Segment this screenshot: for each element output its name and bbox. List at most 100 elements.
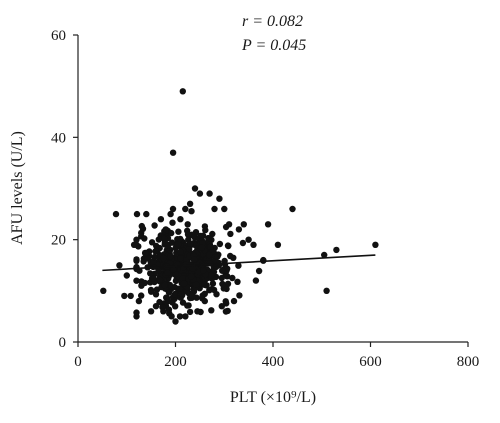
scatter-point [191, 185, 199, 192]
scatter-point [230, 254, 237, 261]
scatter-point [165, 297, 172, 305]
scatter-point [196, 190, 204, 197]
scatter-point [176, 285, 184, 292]
scatter-point [152, 248, 159, 255]
scatter-point [185, 245, 193, 253]
x-tick-label: 200 [164, 354, 187, 370]
scatter-point [133, 277, 140, 284]
data-points [100, 88, 379, 325]
x-tick-label: 800 [457, 354, 480, 370]
scatter-point [250, 241, 257, 248]
y-tick-label: 40 [51, 130, 66, 146]
scatter-point [170, 266, 177, 273]
scatter-point [150, 275, 157, 282]
scatter-point [205, 234, 212, 242]
scatter-point [201, 297, 208, 305]
scatter-point [175, 228, 182, 235]
scatter-point [218, 303, 225, 310]
scatter-point [221, 205, 228, 213]
scatter-point [138, 282, 145, 289]
x-tick-label: 400 [262, 354, 285, 370]
y-tick-label: 60 [51, 28, 66, 44]
scatter-point [151, 253, 158, 261]
scatter-point [184, 221, 191, 228]
scatter-point [236, 292, 243, 299]
scatter-point [157, 216, 165, 223]
scatter-point [177, 255, 184, 262]
plot-area: 0 200 400 600 800 0 20 40 60 [51, 28, 479, 370]
scatter-point [147, 270, 154, 277]
scatter-point [148, 239, 156, 246]
scatter-point [289, 205, 296, 213]
scatter-point [182, 205, 189, 213]
scatter-point [172, 318, 179, 325]
scatter-point [216, 195, 223, 202]
scatter-point [225, 221, 233, 228]
scatter-point [133, 210, 141, 218]
scatter-point [162, 226, 169, 233]
scatter-point [206, 251, 213, 259]
y-tick-label: 20 [51, 233, 66, 249]
scatter-point [130, 241, 138, 248]
scatter-point [179, 275, 187, 282]
scatter-point [184, 302, 191, 309]
y-tick-label: 0 [59, 335, 67, 351]
scatter-point [179, 88, 186, 95]
scatter-point [186, 200, 194, 207]
scatter-point [161, 281, 168, 289]
scatter-point [192, 281, 200, 288]
scatter-point [172, 303, 179, 310]
scatter-point [211, 205, 218, 213]
scatter-point [225, 242, 232, 250]
scatter-point [171, 291, 178, 298]
scatter-point [147, 308, 155, 315]
scatter-point [235, 226, 243, 233]
scatter-point [213, 291, 220, 298]
scatter-point [222, 298, 229, 305]
scatter-point [164, 269, 171, 276]
scatter-point [187, 240, 194, 247]
scatter-point [133, 309, 140, 316]
scatter-point [260, 256, 267, 264]
scatter-point [152, 291, 160, 298]
scatter-point [143, 210, 150, 218]
scatter-point [189, 265, 197, 272]
scatter-point [177, 235, 184, 243]
scatter-point [321, 251, 328, 259]
scatter-point [206, 260, 214, 267]
scatter-point [161, 235, 168, 243]
scatter-point [165, 306, 173, 313]
scatter-point [100, 287, 107, 294]
trend-line [102, 254, 376, 272]
scatter-point [208, 307, 215, 314]
scatter-point [168, 239, 176, 246]
scatter-point [198, 244, 206, 251]
scatter-point [323, 287, 330, 294]
scatter-point [182, 313, 189, 320]
scatter-point [245, 236, 252, 243]
scatter-point [133, 256, 140, 263]
scatter-point [219, 280, 226, 288]
scatter-point [200, 267, 207, 274]
scatter-point [274, 241, 282, 248]
scatter-point [141, 235, 148, 242]
x-axis-title: PLT (×10⁹/L) [230, 389, 316, 406]
scatter-point [187, 273, 195, 280]
scatter-point [121, 292, 128, 300]
scatter-point [177, 216, 184, 223]
scatter-point [252, 277, 260, 284]
scatter-point [224, 307, 231, 315]
scatter-point [239, 239, 247, 247]
scatter-point [138, 229, 145, 237]
scatter-point [190, 256, 198, 263]
scatter-point [169, 205, 177, 213]
scatter-point [123, 272, 130, 279]
scatter-point [169, 219, 176, 226]
scatter-point [207, 243, 214, 250]
scatter-point [189, 292, 196, 300]
scatter-point [116, 262, 123, 269]
x-tick-label: 600 [359, 354, 382, 370]
scatter-point [209, 230, 216, 238]
scatter-point [229, 274, 236, 282]
scatter-point [235, 262, 242, 269]
